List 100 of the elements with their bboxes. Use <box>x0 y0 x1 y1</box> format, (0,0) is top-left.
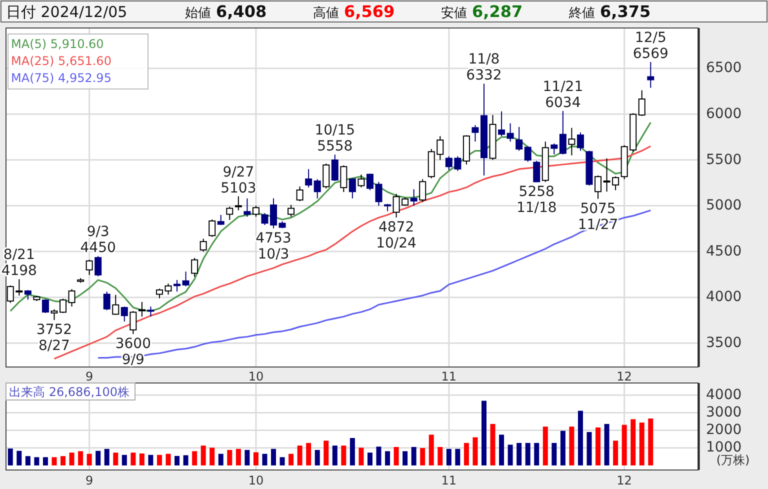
bar <box>244 450 250 466</box>
bar <box>69 452 74 466</box>
bar <box>192 451 198 466</box>
y-tick-label: 3000 <box>706 404 742 421</box>
candlestick <box>568 127 576 156</box>
candlestick <box>314 178 321 199</box>
candlestick <box>366 173 374 191</box>
bar <box>516 442 522 466</box>
annotation: 12/5 6569 <box>632 30 668 62</box>
annotation: 4872 10/24 <box>376 219 417 252</box>
candlestick <box>576 132 584 152</box>
text: 安値 6,287 <box>441 2 523 21</box>
bar <box>253 452 258 466</box>
bar <box>341 446 346 466</box>
candlestick <box>138 301 146 318</box>
bar <box>174 456 180 466</box>
y-tick-label: 5000 <box>706 198 742 214</box>
bar <box>622 424 627 466</box>
candlestick <box>208 218 216 238</box>
text: 高値 6,569 <box>313 2 395 21</box>
bar <box>8 448 13 466</box>
candlestick <box>130 310 137 335</box>
bar <box>525 442 530 466</box>
bar <box>183 455 188 466</box>
chart-title: 出来高 26,686,100株 <box>9 385 130 399</box>
bar <box>420 448 426 466</box>
annotation: 10/15 5558 <box>314 122 356 155</box>
x-tick-label: 12 <box>616 369 632 384</box>
chart-title: 日付 2024/12/05 <box>6 3 128 21</box>
y-tick-label: 6500 <box>706 60 742 76</box>
bar <box>96 450 101 466</box>
bar <box>604 424 610 466</box>
candlestick <box>200 238 207 252</box>
candlestick <box>647 61 654 88</box>
annotation: 9/27 5103 <box>220 164 256 196</box>
text: 始値 6,408 <box>185 2 267 21</box>
candlestick <box>244 198 251 218</box>
bar <box>472 437 478 466</box>
bar <box>438 446 443 466</box>
bar <box>455 448 460 466</box>
bar <box>16 450 22 466</box>
candlestick <box>410 188 418 206</box>
bar <box>596 427 601 466</box>
bar <box>332 446 338 466</box>
bar <box>113 452 118 466</box>
bar <box>542 426 548 466</box>
bar <box>411 446 416 466</box>
candlestick <box>524 146 532 162</box>
candlestick <box>234 196 242 211</box>
candlestick <box>86 259 93 276</box>
bar <box>358 448 364 466</box>
x-tick-label: 11 <box>441 473 457 488</box>
bar <box>236 448 241 466</box>
bar <box>560 430 566 466</box>
bar <box>306 442 312 466</box>
bar <box>490 424 496 466</box>
y-tick-label: 6000 <box>706 106 742 122</box>
bar <box>148 454 154 466</box>
bar <box>394 446 399 466</box>
x-tick-label: 9 <box>86 369 94 384</box>
candlestick <box>288 204 295 218</box>
candlestick <box>348 178 356 199</box>
candlestick <box>559 110 566 155</box>
y-tick-label: 4000 <box>706 289 742 306</box>
candlestick <box>50 308 58 321</box>
candlestick <box>331 154 338 182</box>
bar <box>586 432 592 466</box>
candlestick <box>120 306 128 322</box>
y-tick-label: 2000 <box>706 422 742 438</box>
bar <box>271 448 276 466</box>
bar <box>552 442 557 466</box>
candlestick <box>182 271 190 287</box>
bar <box>428 434 434 466</box>
candlestick <box>498 110 506 137</box>
candlestick <box>174 279 181 292</box>
bar <box>402 451 408 466</box>
annotation: 4753 10/3 <box>256 230 292 262</box>
x-tick-label: 10 <box>248 473 264 488</box>
candlestick <box>516 126 523 152</box>
candlestick <box>94 256 102 277</box>
candlestick <box>164 283 172 296</box>
bar <box>639 422 644 466</box>
candlestick <box>322 163 330 189</box>
candlestick <box>42 298 49 314</box>
y-tick-label: 3500 <box>706 335 742 352</box>
bar <box>499 434 504 466</box>
bar <box>25 456 30 466</box>
bar <box>297 446 302 466</box>
bar <box>534 442 540 466</box>
bar <box>227 450 232 466</box>
y-tick-label: 4500 <box>706 243 742 260</box>
bar <box>280 457 285 466</box>
candlestick <box>506 122 514 142</box>
bar <box>166 454 171 466</box>
candlestick <box>550 142 558 155</box>
bar <box>324 440 329 466</box>
bar <box>385 451 390 466</box>
bar <box>630 419 636 466</box>
bar <box>218 454 224 466</box>
y-axis-title: (万株) <box>716 453 750 467</box>
